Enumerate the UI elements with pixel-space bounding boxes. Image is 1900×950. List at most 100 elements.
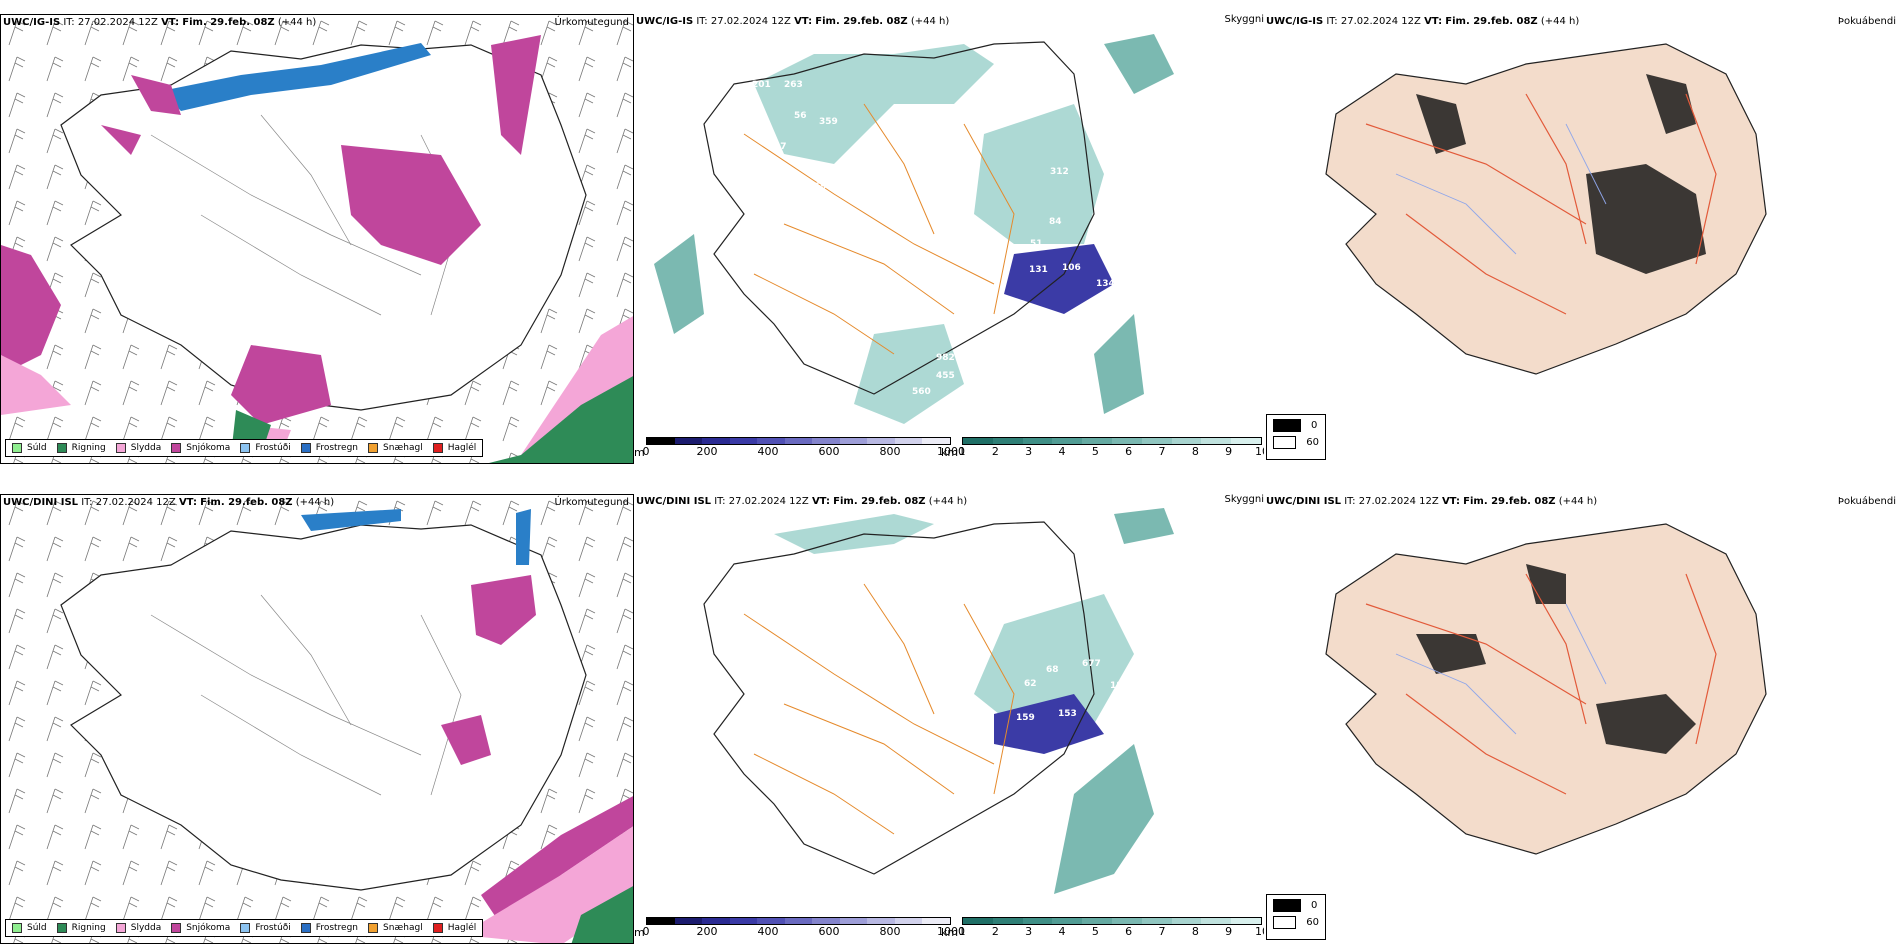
cloud-label: Skyggni — [1224, 494, 1264, 505]
swatch-sleet — [115, 923, 126, 933]
cloud-base-value: 153 — [1058, 709, 1077, 719]
colorbar-segment — [894, 438, 923, 444]
colorbar-tick-label: 2 — [991, 445, 999, 458]
cloud-base-value: 455 — [936, 371, 955, 381]
cloud-base-value: 84 — [1049, 217, 1062, 227]
cloud-base-value: 218 — [1144, 635, 1163, 645]
cloud-base-value: 960 — [1129, 119, 1148, 129]
cloud-base-value: 18 — [1110, 681, 1123, 691]
colorbar-tick-label: 3 — [1025, 445, 1033, 458]
colorbar-segment — [1141, 438, 1172, 444]
colorbar-tick-label: 400 — [757, 925, 779, 938]
cloud-base-value: 744 — [1094, 140, 1113, 150]
cloud-base-value: 263 — [784, 80, 803, 90]
dense-fog-area — [1416, 74, 1706, 274]
cloud-base-value: 203 — [1122, 619, 1141, 629]
cloud-base-value: 232 — [1142, 599, 1161, 609]
colorbar-tick-label: 600 — [818, 445, 840, 458]
cloud-base-labels: 232 203 218 677 62 68 18 159 153 11 — [1016, 599, 1163, 723]
colorbar-segment — [894, 918, 923, 924]
swatch-freezing-rain — [300, 443, 311, 453]
swatch-snow — [171, 923, 182, 933]
colorbar-segment — [1141, 918, 1172, 924]
cloud-visibility-panel-bottom: 232 203 218 677 62 68 18 159 153 11 UWC/… — [634, 494, 1264, 944]
precip-type-label: Úrkomutegund — [554, 497, 629, 508]
swatch-hail — [432, 443, 443, 453]
colorbar-segment — [992, 918, 1023, 924]
colorbar-tick-label: 1 — [958, 445, 966, 458]
colorbar-segment — [1052, 918, 1083, 924]
swatch-rain — [56, 443, 67, 453]
colorbar-tick-label: 9 — [1225, 445, 1233, 458]
colorbar-tick-label: 600 — [818, 925, 840, 938]
colorbar-segment — [992, 438, 1023, 444]
colorbar-segment — [922, 918, 951, 924]
colorbar-tick-label: 7 — [1158, 445, 1166, 458]
colorbar-tick-label: 2 — [991, 925, 999, 938]
panel-title: UWC/DINI ISL IT: 27.02.2024 12Z VT: Fim.… — [1266, 496, 1598, 507]
cloud-base-value: 159 — [1016, 713, 1035, 723]
cloud-base-value: 62 — [1024, 679, 1037, 689]
colorbar-segment — [702, 438, 730, 444]
fog-map-bottom — [1325, 523, 1767, 855]
swatch-snow — [171, 443, 182, 453]
road-network — [743, 583, 1015, 835]
low-visibility-area — [1054, 508, 1174, 894]
colorbar-segment — [867, 918, 895, 924]
colorbar-segment — [757, 918, 785, 924]
dense-fog-area — [1416, 564, 1696, 754]
river-network — [1395, 603, 1607, 735]
colorbar-segment — [1231, 918, 1261, 924]
visibility-unit: km — [941, 926, 959, 939]
colorbar-tick-label: 9 — [1225, 925, 1233, 938]
colorbar-segment — [647, 438, 675, 444]
swatch-fog-60 — [1273, 916, 1297, 929]
cloud-base-value: 69 — [814, 182, 827, 192]
colorbar-segment — [784, 918, 813, 924]
cloud-base-value: 142 — [1104, 169, 1123, 179]
panel-title: UWC/DINI ISL IT: 27.02.2024 12Z VT: Fim.… — [636, 496, 968, 507]
precip-legend: Súld Rigning Slydda Snjókoma Frostúði Fr… — [5, 919, 484, 937]
cloud-base-unit: m — [634, 926, 645, 939]
fog-legend: 0 60 — [1266, 414, 1326, 460]
colorbar-segment — [1111, 438, 1142, 444]
cloud-label: Skyggni — [1224, 14, 1264, 25]
precip-legend: Súld Rigning Slydda Snjókoma Frostúði Fr… — [5, 439, 484, 457]
colorbar-tick-label: 200 — [696, 925, 718, 938]
swatch-hail — [432, 923, 443, 933]
colorbar-tick-label: 5 — [1091, 445, 1099, 458]
swatch-freezing-rain — [300, 923, 311, 933]
colorbar-segment — [1082, 438, 1112, 444]
colorbar-segment — [1082, 918, 1112, 924]
iceland-outline — [703, 521, 1095, 875]
cloud-base-value: 106 — [1062, 263, 1081, 273]
swatch-drizzle — [12, 923, 22, 933]
colorbar-segment — [1201, 438, 1232, 444]
cloud-base-value: 122 — [1096, 127, 1115, 137]
colorbar-segment — [1201, 918, 1232, 924]
colorbar-segment — [839, 438, 868, 444]
colorbar-tick-label: 6 — [1125, 925, 1133, 938]
colorbar-segment — [922, 438, 951, 444]
precip-type-panel-bottom: UWC/DINI ISL IT: 27.02.2024 12Z VT: Fim.… — [0, 494, 634, 944]
cloud-base-value: 201 — [739, 115, 758, 125]
colorbar-segment — [1022, 918, 1053, 924]
colorbar-tick-label: 7 — [1158, 925, 1166, 938]
colorbar-segment — [1171, 918, 1202, 924]
fog-label: Þokuábendi — [1837, 496, 1896, 507]
visibility-colorbar: 1 2 3 4 5 6 7 8 9 10 — [959, 917, 1264, 939]
cloud-base-value: 677 — [1082, 659, 1101, 669]
cloud-base-value: 982 — [936, 353, 955, 363]
swatch-fog-60 — [1273, 436, 1297, 449]
cloud-base-value: 201 — [752, 80, 771, 90]
colorbar-tick-label: 4 — [1058, 445, 1066, 458]
iceland-outline — [60, 524, 587, 891]
cloud-visibility-map-top: 201 263 201 56 359 37 69 122 744 960 312… — [654, 34, 1174, 424]
colorbar-tick-label: 400 — [757, 445, 779, 458]
cloud-visibility-panel-top: 201 263 201 56 359 37 69 122 744 960 312… — [634, 14, 1264, 464]
cloud-base-value: 359 — [819, 117, 838, 127]
river-network — [1395, 123, 1607, 255]
colorbar-segment — [812, 438, 840, 444]
colorbar-segment — [1231, 438, 1261, 444]
cloud-base-value: 51 — [1030, 239, 1043, 249]
